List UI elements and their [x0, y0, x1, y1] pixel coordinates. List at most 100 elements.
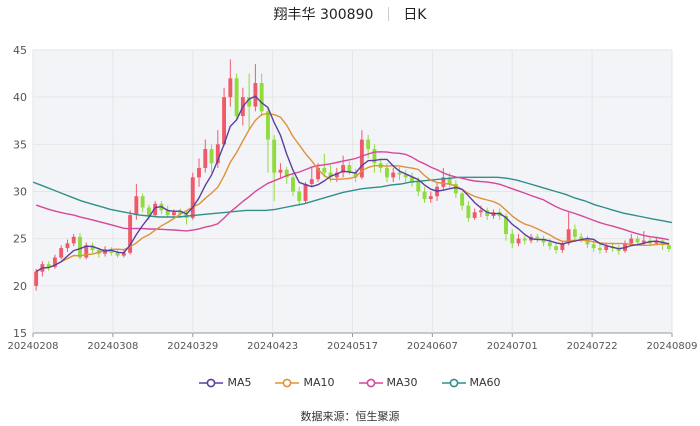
legend-label: MA60: [469, 376, 501, 389]
y-tick-label: 25: [13, 233, 27, 246]
candle-body: [265, 111, 270, 140]
candle-body: [591, 244, 596, 249]
candle-body: [522, 238, 527, 241]
x-tick-label: 20240208: [8, 341, 59, 352]
candle-body: [322, 167, 327, 173]
candle-body: [65, 243, 70, 249]
legend-marker-icon: [199, 378, 224, 388]
candle-body: [391, 172, 396, 178]
source-label: 数据来源：: [300, 410, 356, 423]
legend-label: MA30: [386, 376, 418, 389]
y-tick-label: 15: [13, 327, 27, 340]
source-name: 恒生聚源: [355, 410, 400, 423]
candle-body: [572, 229, 577, 237]
candle-body: [460, 193, 465, 206]
candle-body: [472, 212, 477, 218]
candle-body: [654, 240, 659, 244]
candle-body: [641, 240, 646, 243]
candle-body: [560, 243, 565, 250]
legend-label: MA5: [227, 376, 252, 389]
candle-body: [146, 207, 151, 216]
legend-marker-icon: [275, 378, 300, 388]
candle-body: [447, 177, 452, 184]
candle-body: [209, 149, 214, 164]
ma10-line: [35, 112, 669, 273]
chart-title: 翔丰华 300890 日K: [0, 4, 700, 26]
candle-body: [579, 236, 584, 239]
legend-marker-icon: [441, 378, 466, 388]
candle-body: [372, 149, 377, 164]
candle-body: [359, 139, 364, 178]
candle-body: [566, 229, 571, 244]
y-tick-label: 40: [13, 91, 27, 104]
candle-body: [272, 139, 277, 173]
candle-body: [228, 78, 233, 98]
candle-body: [165, 210, 170, 216]
candle-body: [190, 177, 195, 218]
y-tick-label: 45: [13, 44, 27, 57]
candle-body: [403, 174, 408, 178]
ma60-line: [32, 176, 673, 224]
ma5-line: [35, 95, 670, 273]
candle-body: [547, 242, 552, 247]
candle-body: [78, 236, 82, 258]
candle-body: [121, 252, 126, 256]
legend-label: MA10: [303, 376, 335, 389]
candle-body: [453, 183, 458, 194]
legend: MA5 MA10 MA30 MA60: [0, 376, 700, 389]
legend-item-ma5[interactable]: MA5: [199, 376, 251, 389]
candle-body: [485, 210, 490, 217]
candle-body: [253, 83, 258, 107]
candle-body: [510, 233, 515, 244]
candle-body: [134, 196, 139, 216]
candle-body: [422, 191, 427, 200]
candle-body: [140, 196, 145, 208]
x-tick-label: 20240329: [167, 341, 218, 352]
legend-item-ma10[interactable]: MA10: [275, 376, 335, 389]
candle-body: [334, 172, 339, 178]
candle-body: [353, 172, 358, 178]
candle-body: [416, 182, 421, 192]
candle-body: [203, 149, 208, 168]
candle-body: [222, 97, 227, 145]
legend-item-ma30[interactable]: MA30: [358, 376, 418, 389]
candle-body: [309, 179, 314, 184]
candle-body: [303, 183, 308, 201]
x-tick-label: 20240722: [567, 341, 618, 352]
candle-body: [385, 167, 389, 178]
candle-body: [666, 245, 671, 250]
candle-body: [410, 177, 414, 183]
candle-body: [541, 238, 546, 243]
candle-body: [428, 196, 433, 200]
candle-body: [34, 271, 39, 286]
stock-code: 300890: [319, 7, 374, 23]
candle-body: [84, 245, 89, 258]
candle-body: [316, 167, 320, 180]
candle-body: [90, 245, 95, 250]
x-tick-label: 20240308: [87, 341, 138, 352]
data-source: 数据来源：恒生聚源: [0, 408, 700, 424]
candle-body: [59, 248, 64, 258]
legend-item-ma60[interactable]: MA60: [441, 376, 501, 389]
x-tick-label: 20240423: [247, 341, 298, 352]
y-tick-label: 30: [13, 186, 27, 199]
period-label: 日K: [403, 7, 427, 23]
candle-body: [278, 169, 283, 173]
candle-body: [291, 177, 295, 192]
candle-body: [598, 248, 602, 250]
candle-body: [478, 210, 483, 213]
candle-body: [629, 238, 634, 244]
candle-body: [153, 203, 158, 216]
candle-body: [178, 212, 183, 215]
candle-body: [366, 139, 371, 150]
candle-body: [347, 165, 352, 173]
candle-body: [259, 83, 264, 112]
x-tick-label: 20240809: [647, 341, 698, 352]
candle-body: [635, 238, 640, 243]
candle-body: [604, 246, 609, 250]
candle-body: [71, 236, 76, 244]
candle-body: [297, 191, 302, 201]
candle-body: [341, 165, 346, 173]
candle-body: [441, 177, 446, 187]
legend-marker-icon: [358, 378, 383, 388]
